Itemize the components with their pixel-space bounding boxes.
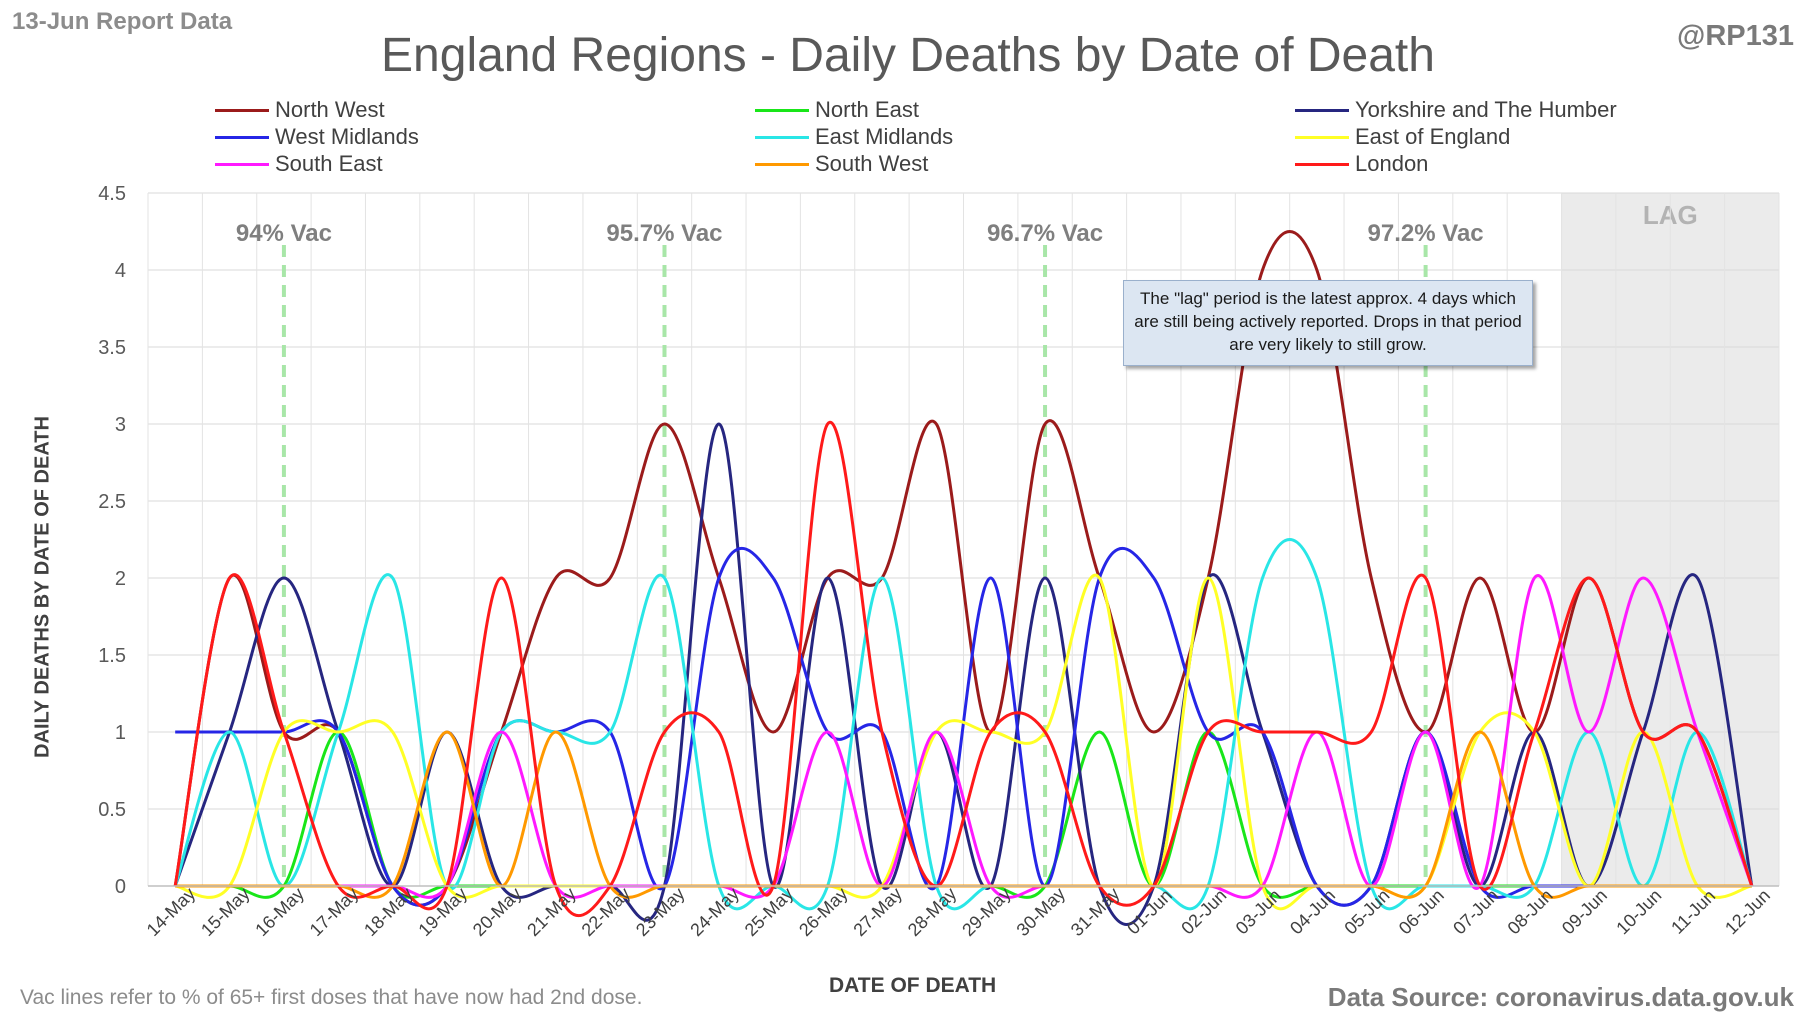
x-tick-label: 03-Jun [1232,885,1285,938]
legend-swatch [215,135,269,139]
y-tick-label: 4 [115,260,126,282]
legend-swatch [1295,162,1349,166]
y-tick-label: 2.5 [98,491,126,513]
series-line-london [173,420,1754,918]
x-tick-label: 12-Jun [1721,885,1774,938]
legend-label: South West [815,151,929,176]
series-line-south-east [175,573,1754,899]
y-tick-label: 1.5 [98,645,126,667]
legend-item: North West [215,97,385,123]
legend-swatch [755,135,809,139]
x-tick-label: 14-May [143,883,200,940]
legend-label: East Midlands [815,124,954,149]
legend-label: East of England [1355,124,1511,149]
legend-item: Yorkshire and The Humber [1295,97,1617,123]
vac-line-label: 94% Vac [236,220,332,247]
vac-footnote: Vac lines refer to % of 65+ first doses … [20,986,643,1009]
y-tick-label: 3.5 [98,337,126,359]
vac-line-label: 95.7% Vac [606,220,722,247]
legend-item: West Midlands [215,124,419,150]
legend-item: London [1295,151,1428,177]
y-tick-label: 3 [115,414,126,436]
x-tick-label: 31-May [1067,883,1124,940]
legend-item: East of England [1295,124,1510,150]
x-axis-label: DATE OF DEATH [829,974,997,997]
legend-item: North East [755,97,919,123]
x-tick-label: 17-May [306,883,363,940]
legend-item: South West [755,151,928,177]
legend-label: South East [275,151,383,176]
legend: North West North East Yorkshire and The Hu… [215,97,1665,177]
legend-label: North West [275,97,385,122]
lag-note-box: The "lag" period is the latest approx. 4… [1123,280,1533,366]
vac-line-label: 96.7% Vac [987,220,1103,247]
x-tick-label: 11-Jun [1667,886,1719,938]
x-tick-label: 06-Jun [1395,885,1448,938]
legend-item: South East [215,151,383,177]
legend-swatch [755,108,809,112]
legend-swatch [1295,108,1349,112]
gridlines [147,192,1780,887]
legend-label: Yorkshire and The Humber [1355,97,1617,122]
x-tick-label: 20-May [469,883,526,940]
legend-label: West Midlands [275,124,419,149]
author-handle: @RP131 [1677,20,1794,52]
legend-swatch [1295,135,1349,139]
y-tick-label: 1 [115,722,126,744]
report-date-label: 13-Jun Report Data [12,8,233,35]
y-tick-label: 2 [115,568,126,590]
legend-swatch [755,162,809,166]
x-tick-label: 10-Jun [1612,885,1665,938]
x-tick-label: 28-May [904,883,961,940]
chart-title: England Regions - Daily Deaths by Date o… [381,29,1435,82]
y-tick-label: 0.5 [98,799,126,821]
y-tick-label: 0 [115,876,126,898]
y-tick-label: 4.5 [98,183,126,205]
x-tick-label: 07-Jun [1449,885,1502,938]
legend-item: East Midlands [755,124,953,150]
legend-swatch [215,162,269,166]
x-tick-label: 24-May [686,883,743,940]
legend-swatch [215,108,269,112]
legend-label: North East [815,97,919,122]
x-tick-label: 26-May [795,883,852,940]
data-source: Data Source: coronavirus.data.gov.uk [1327,982,1794,1012]
x-tick-label: 29-May [958,883,1015,940]
vac-line-label: 97.2% Vac [1368,220,1484,247]
x-tick-label: 23-May [632,883,689,940]
legend-label: London [1355,151,1429,176]
